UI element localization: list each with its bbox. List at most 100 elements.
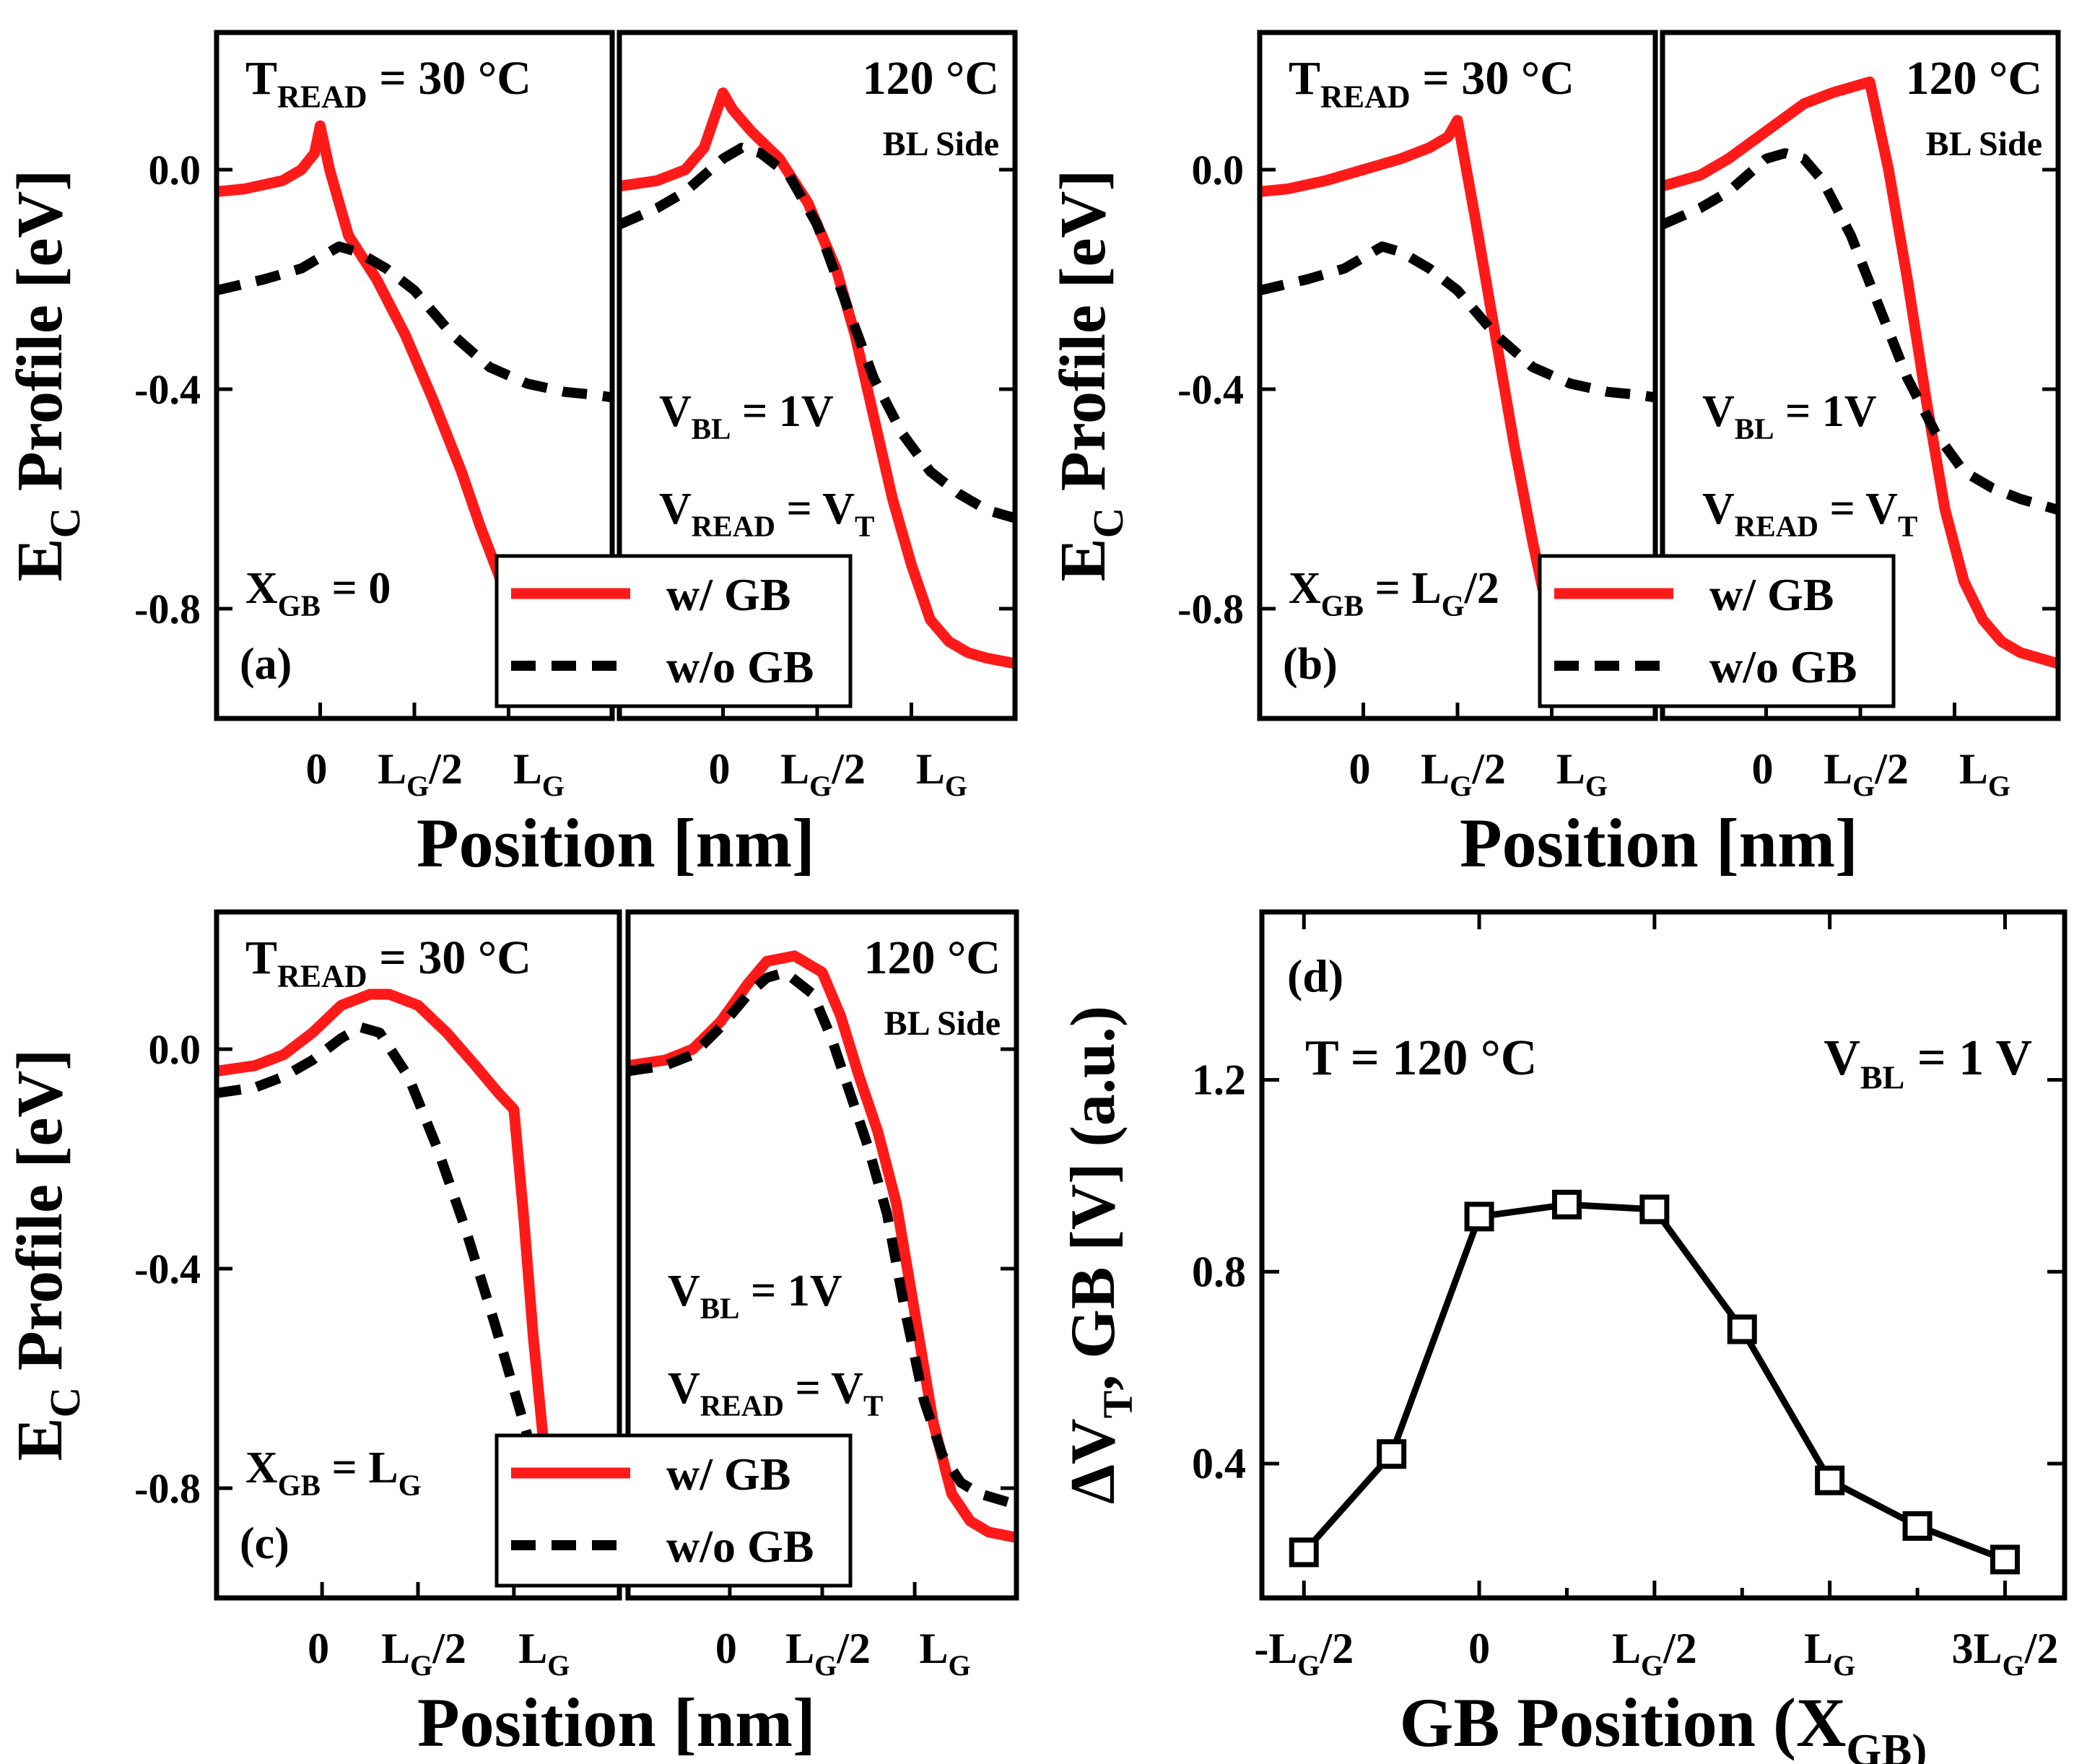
series-line-d xyxy=(1301,1201,2007,1563)
x-axis-title-d: GB Position (XGB)​ xyxy=(1400,1684,1927,1764)
x-tick-label-b-0-1: LG​/2 xyxy=(1421,745,1506,802)
x-tick-label-c-1-2: LG​ xyxy=(920,1625,971,1682)
temp-label-left-c: TREAD​ = 30 °C xyxy=(245,931,531,994)
x-tick-label-d-1: 0 xyxy=(1468,1625,1490,1672)
temp-label-right-b: 120 °C xyxy=(1905,52,2042,105)
x-axis-title-b: Position [nm] xyxy=(1460,804,1858,882)
plot-area-a-right xyxy=(619,87,1015,669)
x-tick-label-c-0-2: LG​ xyxy=(518,1625,570,1682)
y-axis-title-a: EC​ Profile [eV] xyxy=(4,170,89,582)
series-without-gb-line-a-120c xyxy=(619,142,1015,523)
legend-box-b xyxy=(1538,554,1896,708)
x-axis-title-c: Position [nm] xyxy=(417,1684,816,1761)
bl-side-label-b: BL Side xyxy=(1926,125,2042,163)
x-axis-title-a: Position [nm] xyxy=(417,804,815,882)
y-tick-label-d-0: 0.4 xyxy=(1192,1440,1246,1487)
x-tick-label-a-0-2: LG​ xyxy=(513,745,565,802)
x-tick-label-c-0-1: LG​/2 xyxy=(381,1625,466,1682)
data-point-d-3 xyxy=(1551,1189,1582,1220)
vbl-label-c: VBL​ = 1V xyxy=(668,1266,842,1324)
legend-label-without-gb-b: w/o GB xyxy=(1709,641,1857,692)
x-tick-label-b-0-0: 0 xyxy=(1349,745,1371,793)
bl-side-label-a: BL Side xyxy=(883,125,999,163)
vread-label-b: VREAD​ = VT​ xyxy=(1702,485,1917,542)
x-tick-label-c-1-0: 0 xyxy=(715,1625,737,1672)
y-tick-label-c-0: 0.0 xyxy=(149,1026,201,1073)
y-tick-label-a-0: 0.0 xyxy=(149,147,201,194)
condition-label-b: XGB​ = LG​/2 xyxy=(1289,564,1499,622)
x-tick-label-a-1-2: LG​ xyxy=(916,745,967,802)
vread-label-c: VREAD​ = VT​ xyxy=(668,1364,883,1422)
vbl-label-d: VBL​ = 1 V xyxy=(1824,1030,2032,1096)
bl-side-label-c: BL Side xyxy=(884,1004,1001,1043)
temp-label-left-b: TREAD​ = 30 °C xyxy=(1289,52,1574,114)
x-tick-label-a-1-0: 0 xyxy=(709,745,731,793)
vread-label-a: VREAD​ = VT​ xyxy=(659,485,874,542)
x-tick-label-b-1-1: LG​/2 xyxy=(1824,745,1909,802)
data-point-d-2 xyxy=(1464,1202,1494,1232)
panel-label-d: (d) xyxy=(1287,950,1343,1002)
y-tick-label-c-2: -0.8 xyxy=(134,1465,201,1512)
series-with-gb-line-a-30c xyxy=(217,120,533,666)
series-without-gb-line-b-30c xyxy=(1260,241,1655,403)
data-point-d-7 xyxy=(1902,1511,1933,1541)
y-tick-label-b-1: -0.4 xyxy=(1177,366,1244,413)
legend-label-without-gb-a: w/o GB xyxy=(666,641,814,692)
data-point-d-8 xyxy=(1990,1544,2020,1575)
data-point-d-5 xyxy=(1727,1314,1757,1344)
y-tick-label-a-1: -0.4 xyxy=(134,366,201,413)
x-tick-label-b-0-2: LG​ xyxy=(1556,745,1608,802)
series-with-gb-line-b-120c xyxy=(1663,76,2058,669)
temp-label-right-c: 120 °C xyxy=(863,931,1001,984)
series-without-gb-line-b-120c xyxy=(1663,148,2058,515)
y-tick-label-b-0: 0.0 xyxy=(1192,147,1245,194)
legend-box-a xyxy=(494,554,853,708)
panel-label-b: (b) xyxy=(1283,640,1338,689)
x-tick-label-d-4: 3LG​/2 xyxy=(1952,1625,2059,1682)
plot-area-a-left xyxy=(217,120,612,666)
data-point-d-6 xyxy=(1815,1465,1845,1495)
y-axis-title-d: ΔVT​, GB [V] (a.u.) xyxy=(1058,1006,1141,1504)
data-point-d-1 xyxy=(1377,1439,1407,1469)
x-tick-label-c-0-0: 0 xyxy=(308,1625,329,1672)
condition-label-a: XGB​ = 0 xyxy=(245,564,391,622)
legend-label-with-gb-b: w/ GB xyxy=(1709,569,1834,620)
x-tick-label-b-1-0: 0 xyxy=(1752,745,1774,793)
y-tick-label-d-2: 1.2 xyxy=(1192,1056,1246,1104)
series-with-gb-line-c-30c xyxy=(217,989,558,1516)
vbl-label-a: VBL​ = 1V xyxy=(659,387,834,445)
x-tick-label-a-0-0: 0 xyxy=(306,745,328,793)
legend-label-with-gb-a: w/ GB xyxy=(666,569,790,620)
y-axis-title-c: EC​ Profile [eV] xyxy=(4,1049,89,1461)
data-point-d-4 xyxy=(1639,1194,1670,1225)
x-tick-label-a-1-1: LG​/2 xyxy=(780,745,866,802)
series-without-gb-line-a-30c xyxy=(217,241,612,403)
series-without-gb-line-c-30c xyxy=(217,1022,548,1490)
plot-area-c-right xyxy=(628,950,1016,1543)
legend-box-c xyxy=(494,1433,853,1588)
legend-label-with-gb-c: w/ GB xyxy=(666,1448,790,1500)
temp-label-left-a: TREAD​ = 30 °C xyxy=(245,52,531,114)
panel-label-a: (a) xyxy=(240,640,292,689)
frame-d xyxy=(1259,909,2068,1601)
x-tick-label-b-1-2: LG​ xyxy=(1959,745,2010,802)
x-tick-label-c-1-1: LG​/2 xyxy=(785,1625,871,1682)
y-tick-label-a-2: -0.8 xyxy=(134,586,201,633)
y-axis-title-b: EC​ Profile [eV] xyxy=(1047,170,1132,582)
temp-label-d: T = 120 °C xyxy=(1305,1030,1537,1086)
y-tick-label-b-2: -0.8 xyxy=(1177,586,1244,633)
plot-area-b-right xyxy=(1663,76,2058,669)
plot-area-c-left xyxy=(217,989,558,1516)
y-tick-label-c-1: -0.4 xyxy=(134,1246,201,1292)
condition-label-c: XGB​ = LG​ xyxy=(245,1443,422,1501)
x-tick-label-a-0-1: LG​/2 xyxy=(378,745,463,802)
panel-label-c: (c) xyxy=(240,1519,289,1568)
temp-label-right-a: 120 °C xyxy=(862,52,999,105)
x-tick-label-d-3: LG​ xyxy=(1804,1625,1855,1682)
y-tick-label-d-1: 0.8 xyxy=(1192,1248,1246,1295)
series-without-gb-line-c-120c xyxy=(628,967,1016,1510)
x-tick-label-d-2: LG​/2 xyxy=(1612,1625,1697,1682)
vbl-label-b: VBL​ = 1V xyxy=(1702,387,1877,445)
data-point-d-0 xyxy=(1289,1537,1319,1568)
